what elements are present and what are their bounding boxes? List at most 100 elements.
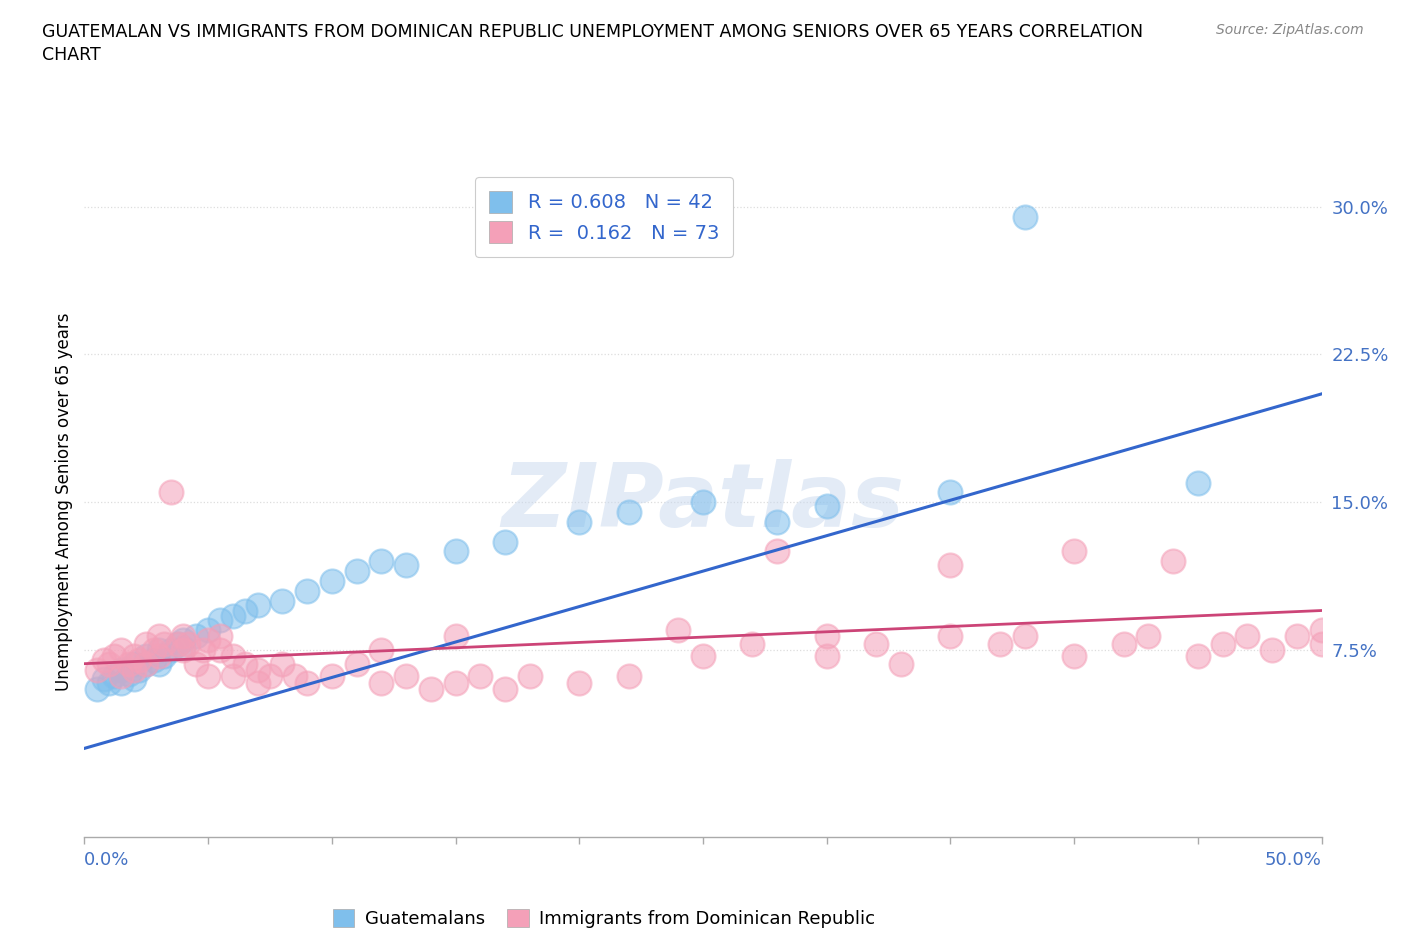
Y-axis label: Unemployment Among Seniors over 65 years: Unemployment Among Seniors over 65 years (55, 313, 73, 691)
Text: CHART: CHART (42, 46, 101, 64)
Point (890, 657, 912, 671)
Point (1112, 636, 1135, 651)
Point (167, 636, 190, 651)
Point (692, 495, 714, 510)
Point (321, 574, 343, 589)
Point (209, 629, 232, 644)
Point (271, 593, 294, 608)
Point (766, 544, 789, 559)
Point (142, 643, 165, 658)
Point (93, 672, 115, 687)
Point (246, 676, 269, 691)
Point (98, 676, 121, 691)
Point (110, 662, 132, 677)
Point (103, 668, 125, 683)
Point (118, 666, 141, 681)
Point (135, 657, 157, 671)
Point (86, 682, 108, 697)
Point (395, 558, 418, 573)
Point (419, 682, 441, 697)
Point (939, 485, 962, 499)
Point (172, 629, 194, 644)
Point (617, 668, 640, 683)
Point (444, 544, 467, 559)
Point (617, 505, 640, 520)
Point (1310, 636, 1333, 651)
Point (939, 558, 962, 573)
Point (209, 643, 232, 658)
Point (246, 662, 269, 677)
Point (692, 648, 714, 663)
Point (815, 629, 838, 644)
Point (110, 668, 132, 683)
Text: Source: ZipAtlas.com: Source: ZipAtlas.com (1216, 23, 1364, 37)
Point (1187, 475, 1209, 490)
Point (865, 636, 887, 651)
Point (1063, 544, 1085, 559)
Point (197, 668, 219, 683)
Text: 50.0%: 50.0% (1265, 851, 1322, 870)
Point (815, 648, 838, 663)
Point (172, 643, 194, 658)
Point (148, 643, 170, 658)
Point (148, 629, 170, 644)
Point (766, 514, 789, 529)
Point (128, 662, 150, 677)
Point (370, 643, 392, 658)
Point (86, 662, 108, 677)
Text: 0.0%: 0.0% (84, 851, 129, 870)
Point (1261, 643, 1284, 658)
Point (122, 662, 145, 677)
Point (110, 643, 132, 658)
Point (346, 657, 368, 671)
Point (321, 668, 343, 683)
Point (152, 648, 174, 663)
Point (93, 652, 115, 667)
Point (1161, 554, 1184, 569)
Point (1285, 629, 1308, 644)
Point (988, 636, 1011, 651)
Point (295, 676, 318, 691)
Point (246, 597, 269, 612)
Point (1187, 648, 1209, 663)
Point (259, 668, 281, 683)
Point (172, 641, 194, 656)
Point (1014, 629, 1036, 644)
Point (103, 648, 125, 663)
Point (284, 668, 307, 683)
Point (184, 629, 207, 644)
Point (741, 636, 763, 651)
Point (184, 657, 207, 671)
Point (444, 676, 467, 691)
Point (222, 648, 245, 663)
Point (1310, 623, 1333, 638)
Point (271, 657, 294, 671)
Point (122, 657, 145, 671)
Point (568, 676, 591, 691)
Point (346, 564, 368, 578)
Point (160, 485, 183, 499)
Point (160, 643, 183, 658)
Point (135, 657, 157, 671)
Text: ZIPatlas: ZIPatlas (502, 458, 904, 546)
Point (142, 652, 165, 667)
Point (370, 554, 392, 569)
Point (568, 514, 591, 529)
Point (1137, 629, 1160, 644)
Point (128, 652, 150, 667)
Point (1063, 648, 1085, 663)
Point (233, 603, 256, 618)
Point (295, 583, 318, 598)
Point (233, 657, 256, 671)
Point (1236, 629, 1258, 644)
Point (1212, 636, 1234, 651)
Point (444, 629, 467, 644)
Point (135, 648, 157, 663)
Point (1014, 209, 1036, 224)
Point (395, 668, 418, 683)
Point (98, 657, 121, 671)
Point (494, 682, 516, 697)
Point (110, 676, 132, 691)
Point (222, 668, 245, 683)
Point (122, 648, 145, 663)
